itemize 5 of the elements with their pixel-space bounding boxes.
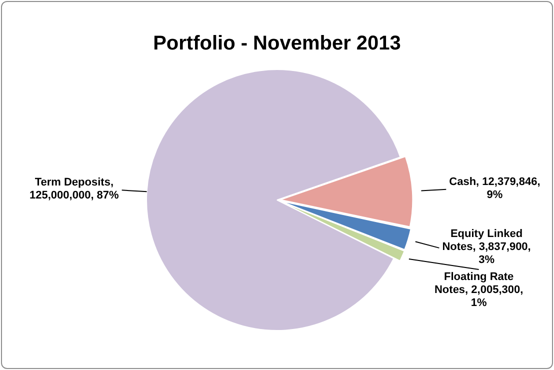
slice-label: Cash, 12,379,846, 9% — [449, 176, 540, 201]
chart-title: Portfolio - November 2013 — [153, 32, 401, 55]
slice-label: Floating Rate Notes, 2,005,300, 1% — [434, 270, 524, 309]
slice-label: Equity Linked Notes, 3,837,900, 3% — [442, 228, 531, 266]
slice-label: Term Deposits, 125,000,000, 87% — [30, 176, 120, 202]
